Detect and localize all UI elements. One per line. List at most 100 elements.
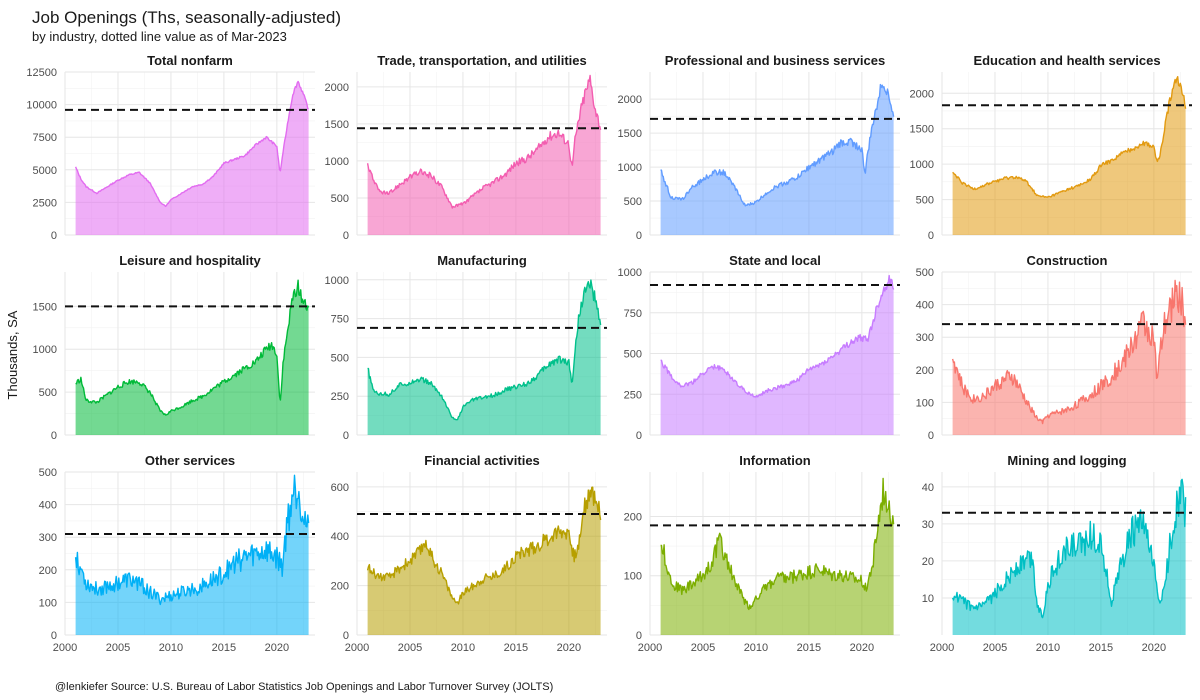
y-axis-label: Thousands, SA [5, 310, 20, 399]
y-tick-label: 1500 [910, 124, 934, 136]
y-tick-label: 7500 [33, 132, 57, 144]
series-area [660, 478, 894, 635]
y-tick-label: 250 [624, 389, 642, 401]
y-tick-label: 0 [636, 430, 642, 442]
y-tick-label: 0 [343, 630, 349, 642]
y-tick-label: 12500 [26, 67, 57, 79]
panel-trade-transportation-and-utilities: Trade, transportation, and utilities 0 500… [325, 53, 607, 242]
x-tick-label: 2000 [345, 642, 369, 654]
y-tick-label: 500 [916, 195, 934, 207]
y-tick-label: 0 [343, 430, 349, 442]
y-tick-label: 20 [922, 556, 934, 568]
panel-financial-activities: Financial activities 0 200 400 600 2000 2005 20… [331, 453, 607, 654]
panel-title: State and local [729, 253, 821, 268]
y-tick-label: 1000 [618, 162, 642, 174]
panel-title: Manufacturing [437, 253, 527, 268]
panel-total-nonfarm: Total nonfarm 0 2500 5000 7500 10000 12500 [26, 53, 315, 242]
x-tick-label: 2010 [1036, 642, 1060, 654]
y-tick-label: 500 [624, 349, 642, 361]
x-tick-label: 2020 [850, 642, 874, 654]
panel-leisure-and-hospitality: Leisure and hospitality 0 500 1000 1500 [33, 253, 315, 442]
series-area [75, 81, 309, 235]
panel-manufacturing: Manufacturing 0 250 500 750 1000 [325, 253, 607, 442]
y-tick-label: 10000 [26, 100, 57, 112]
y-tick-label: 0 [51, 230, 57, 242]
source-caption: @lenkiefer Source: U.S. Bureau of Labor … [55, 681, 553, 693]
panel-construction: Construction 0 100 200 300 400 500 [916, 253, 1192, 442]
x-tick-label: 2005 [106, 642, 130, 654]
x-tick-label: 2020 [1142, 642, 1166, 654]
series-line [660, 83, 895, 207]
series-line [74, 80, 309, 208]
panel-title: Mining and logging [1007, 453, 1126, 468]
y-tick-label: 750 [624, 308, 642, 320]
series-line [660, 477, 895, 611]
x-tick-label: 2000 [638, 642, 662, 654]
series-area [75, 280, 309, 435]
y-tick-label: 30 [922, 519, 934, 531]
series-line [75, 279, 310, 416]
panel-information: Information 0 100 200 2000 2005 2010 2015 2020 [624, 453, 900, 654]
panel-title: Financial activities [424, 453, 540, 468]
facet-panels: Total nonfarm02500500075001000012500Trad… [26, 53, 1192, 654]
y-tick-label: 0 [51, 630, 57, 642]
y-tick-label: 0 [636, 230, 642, 242]
y-tick-label: 5000 [33, 165, 57, 177]
series-area [367, 280, 601, 435]
panel-title: Leisure and hospitality [119, 253, 261, 268]
y-tick-label: 0 [51, 430, 57, 442]
y-tick-label: 10 [922, 593, 934, 605]
y-tick-label: 300 [916, 332, 934, 344]
y-tick-label: 40 [922, 482, 934, 494]
series-line [952, 76, 1187, 198]
chart-title: Job Openings (Ths, seasonally-adjusted) [32, 8, 341, 27]
y-tick-label: 1500 [618, 128, 642, 140]
x-tick-label: 2005 [691, 642, 715, 654]
y-tick-label: 0 [636, 630, 642, 642]
panel-title: Total nonfarm [147, 53, 233, 68]
x-tick-label: 2005 [398, 642, 422, 654]
series-line [366, 74, 602, 209]
y-tick-label: 500 [39, 467, 57, 479]
y-tick-label: 2000 [618, 94, 642, 106]
y-tick-label: 200 [331, 581, 349, 593]
x-tick-label: 2010 [159, 642, 183, 654]
y-tick-label: 0 [343, 230, 349, 242]
y-tick-label: 2000 [910, 88, 934, 100]
y-tick-label: 0 [928, 430, 934, 442]
y-tick-label: 400 [916, 300, 934, 312]
panel-professional-and-business-services: Professional and business services 0 500 10… [618, 53, 900, 242]
series-area [367, 487, 601, 635]
panel-title: Education and health services [973, 53, 1160, 68]
series-area [660, 275, 894, 435]
series-area [952, 479, 1186, 635]
panel-state-and-local: State and local 0 250 500 750 1000 [618, 253, 900, 442]
chart-subtitle: by industry, dotted line value as of Mar… [32, 29, 287, 44]
panel-title: Construction [1027, 253, 1108, 268]
x-tick-label: 2010 [451, 642, 475, 654]
y-tick-label: 200 [624, 511, 642, 523]
series-area [952, 280, 1186, 435]
series-area [75, 475, 309, 635]
x-tick-label: 2010 [744, 642, 768, 654]
y-tick-label: 100 [624, 571, 642, 583]
x-tick-label: 2005 [983, 642, 1007, 654]
x-tick-label: 2015 [1089, 642, 1113, 654]
y-tick-label: 1500 [33, 301, 57, 313]
panel-title: Information [739, 453, 811, 468]
panel-title: Trade, transportation, and utilities [377, 53, 586, 68]
y-tick-label: 100 [916, 397, 934, 409]
y-tick-label: 300 [39, 532, 57, 544]
series-area [660, 84, 894, 235]
series-area [952, 76, 1186, 235]
series-line [951, 279, 1187, 425]
panel-title: Professional and business services [665, 53, 885, 68]
x-tick-label: 2015 [504, 642, 528, 654]
x-tick-label: 2000 [930, 642, 954, 654]
y-tick-label: 750 [331, 314, 349, 326]
y-tick-label: 500 [331, 352, 349, 364]
y-tick-label: 1000 [325, 275, 349, 287]
y-tick-label: 2000 [325, 82, 349, 94]
y-tick-label: 250 [331, 391, 349, 403]
y-tick-label: 1000 [33, 344, 57, 356]
